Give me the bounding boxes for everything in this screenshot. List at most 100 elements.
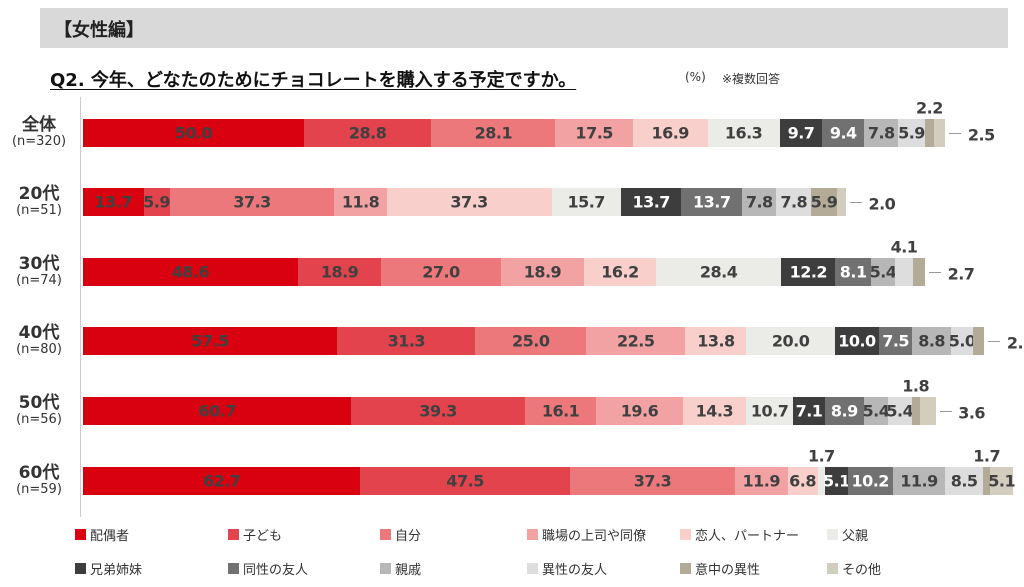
bar-segment (337, 327, 476, 355)
bar-segment (912, 327, 952, 355)
bar-segment (934, 119, 946, 147)
legend-swatch (827, 563, 838, 574)
bar-segment (555, 119, 633, 147)
bar-segment (681, 188, 742, 216)
data-label: 10.2 (851, 471, 889, 491)
legend-item: 配偶者 (75, 525, 129, 544)
bar-segment (83, 467, 361, 495)
row-label: 50代 (n=56) (0, 394, 78, 427)
data-label: 27.0 (422, 262, 460, 282)
bar-segment (793, 397, 825, 425)
bar-segment (879, 327, 913, 355)
row-n-label: (n=51) (16, 203, 62, 218)
data-label: 10.0 (838, 331, 876, 351)
bar-segment (990, 467, 1013, 495)
data-label: 5.1 (988, 471, 1016, 491)
legend-label: 異性の友人 (542, 563, 608, 578)
bar-segment (551, 188, 621, 216)
data-label: 9.7 (787, 123, 815, 143)
bar-segment (834, 327, 880, 355)
bar-segment (83, 188, 144, 216)
row-group-label: 20代 (18, 184, 60, 204)
bar-segment (824, 397, 864, 425)
leader-line (949, 133, 962, 134)
data-label: 2.2 (916, 98, 943, 118)
bar-segment (864, 119, 899, 147)
legend-swatch (228, 563, 239, 574)
bar-segment (746, 397, 794, 425)
row-label: 全体 (n=320) (0, 116, 78, 149)
legend-item: 同性の友人 (228, 559, 308, 578)
bar-segment (924, 119, 935, 147)
bar-segment (83, 119, 304, 147)
data-label: 37.3 (450, 192, 488, 212)
data-label: 11.8 (341, 192, 380, 212)
data-label: 5.4 (869, 262, 897, 282)
bar-segment (475, 327, 586, 355)
row-group-label: 30代 (18, 254, 60, 274)
data-label: 31.3 (387, 331, 426, 351)
row-group-label: 50代 (18, 393, 60, 413)
leader-line (988, 341, 1001, 342)
bar-segment (781, 258, 836, 286)
legend-item: 自分 (380, 525, 421, 544)
data-label: 57.5 (191, 331, 229, 351)
data-label: 22.5 (616, 331, 655, 351)
data-label: 16.1 (541, 401, 580, 421)
data-label: 19.6 (620, 401, 659, 421)
bar-segment (596, 397, 683, 425)
bar-segment (911, 397, 920, 425)
bar-segment (742, 188, 777, 216)
data-label: 5.1 (822, 471, 850, 491)
data-label: 60.7 (198, 401, 236, 421)
bar-segment (810, 188, 838, 216)
data-label: 48.6 (171, 262, 210, 282)
legend-item: 異性の友人 (527, 559, 607, 578)
data-label: 2.5 (1006, 333, 1024, 353)
legend-label: 親戚 (395, 563, 422, 578)
data-label: 13.7 (94, 192, 133, 212)
bar-segment (887, 397, 912, 425)
row-group-label: 全体 (22, 115, 56, 135)
data-label: 16.9 (651, 123, 689, 143)
legend-label: 子ども (243, 529, 283, 544)
row-n-label: (n=56) (16, 412, 62, 427)
legend-swatch (380, 563, 391, 574)
bar-segment (982, 467, 991, 495)
data-label: 1.8 (902, 376, 930, 396)
data-label: 7.1 (795, 401, 823, 421)
data-label: 39.3 (419, 401, 457, 421)
bar-segment (83, 327, 338, 355)
bar-segment (381, 258, 501, 286)
legend-label: 職場の上司や同僚 (542, 529, 647, 544)
legend-item: その他 (827, 559, 881, 578)
legend-item: 兄弟姉妹 (75, 559, 142, 578)
legend-swatch (680, 529, 691, 540)
bar-segment (169, 188, 335, 216)
legend-swatch (680, 563, 691, 574)
data-label: 28.4 (699, 262, 738, 282)
bar-segment (734, 467, 788, 495)
bar-segment (304, 119, 432, 147)
data-label: 12.2 (789, 262, 828, 282)
row-label: 30代 (n=74) (0, 255, 78, 288)
bar-segment (386, 188, 552, 216)
row-n-label: (n=74) (16, 273, 62, 288)
bar-segment (500, 258, 585, 286)
bar-segment (570, 467, 735, 495)
data-label: 9.4 (829, 123, 857, 143)
legend-label: 意中の異性 (695, 563, 761, 578)
legend-swatch (827, 529, 838, 540)
bar-segment (894, 258, 914, 286)
legend-item: 父親 (827, 525, 868, 544)
data-label: 2.5 (967, 125, 995, 145)
data-label: 4.1 (890, 237, 918, 257)
legend-swatch (527, 563, 538, 574)
bar-segment (837, 188, 846, 216)
data-label: 18.9 (320, 262, 359, 282)
row-group-label: 60代 (18, 463, 60, 483)
bar-segment (525, 397, 597, 425)
bar-segment (143, 188, 170, 216)
unit-label: (%) (685, 70, 706, 84)
legend-label: 父親 (842, 529, 869, 544)
